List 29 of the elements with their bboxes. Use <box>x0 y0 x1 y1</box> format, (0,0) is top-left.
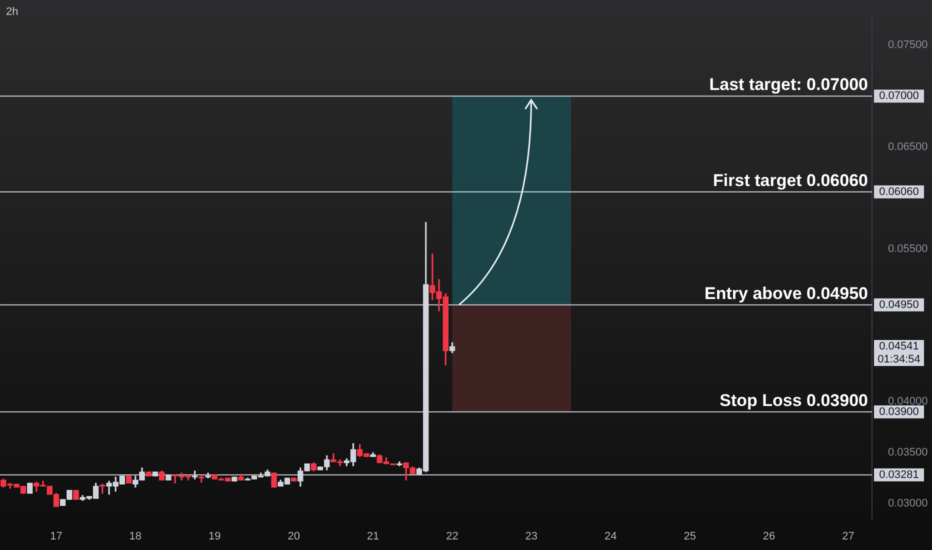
text: 0.06060 <box>879 186 919 198</box>
x-tick-label: 25 <box>684 530 696 542</box>
y-tick-label: 0.04000 <box>888 396 928 408</box>
ref-line-label: Entry above 0.04950 <box>704 284 868 303</box>
text: 0.03900 <box>879 406 919 418</box>
text: 0.07000 <box>879 90 919 102</box>
y-tick-label: 0.05500 <box>888 242 928 255</box>
ref-line-label: First target 0.06060 <box>713 170 868 190</box>
x-tick-label: 26 <box>762 530 776 542</box>
ref-line-label: Stop Loss 0.03900 <box>720 390 868 410</box>
chart-title: 2h <box>6 6 18 18</box>
text: 01:34:54 <box>878 354 920 366</box>
y-tick-label: 0.06500 <box>888 141 928 154</box>
x-tick-label: 23 <box>525 530 538 542</box>
ref-line-label: Last target: 0.07000 <box>709 75 868 94</box>
x-tick-label: 19 <box>208 530 221 542</box>
x-tick-label: 27 <box>842 530 854 542</box>
x-tick-label: 17 <box>50 530 62 542</box>
x-tick-label: 18 <box>129 530 142 542</box>
y-tick-label: 0.07500 <box>888 39 928 52</box>
y-tick-label: 0.03000 <box>888 498 928 510</box>
y-tick-label: 0.03500 <box>888 446 928 459</box>
x-tick-label: 24 <box>604 530 617 542</box>
text: 0.04541 <box>879 340 919 353</box>
text: 0.03281 <box>879 468 919 481</box>
x-tick-label: 20 <box>288 530 300 542</box>
x-tick-label: 22 <box>446 530 458 542</box>
x-tick-label: 21 <box>366 530 380 542</box>
text: 0.04950 <box>879 298 919 311</box>
